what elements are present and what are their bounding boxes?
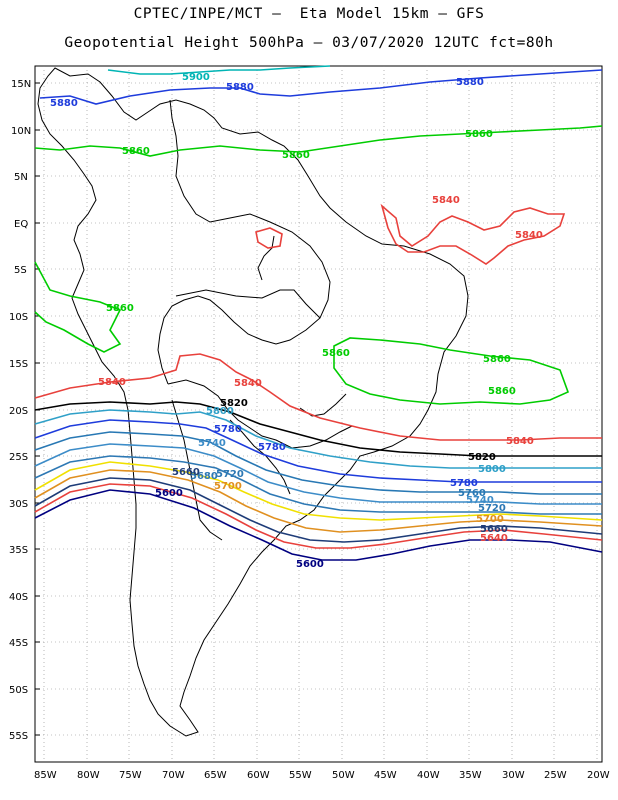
- contour-label: 5800: [478, 464, 506, 475]
- lon-label: 30W: [502, 770, 525, 781]
- contour-label: 5860: [106, 303, 134, 314]
- contour-label: 5840: [234, 378, 262, 389]
- contour-5800: [34, 409, 602, 469]
- contour-5820: [34, 401, 602, 457]
- contour-label: 5900: [182, 72, 210, 83]
- lat-label: 45S: [9, 638, 28, 649]
- contour-label: 5880: [456, 77, 484, 88]
- contour-label: 5860: [322, 348, 350, 359]
- contour-label: 5860: [465, 129, 493, 140]
- contour-5600: [34, 489, 603, 561]
- contour-5840-east: [380, 203, 566, 265]
- contour-label: 5840: [98, 377, 126, 388]
- contour-label: 5660: [480, 524, 508, 535]
- contour-label: 5760: [458, 488, 486, 499]
- lat-label: EQ: [14, 219, 28, 230]
- contour-5680: [34, 469, 603, 533]
- lon-label: 70W: [162, 770, 185, 781]
- lat-label: 5N: [14, 172, 28, 183]
- contour-5740: [34, 443, 602, 505]
- coastline: [37, 67, 469, 737]
- lon-label: 80W: [77, 770, 100, 781]
- lon-label: 25W: [544, 770, 567, 781]
- contour-label: 5840: [515, 230, 543, 241]
- contour-label: 5840: [432, 195, 460, 206]
- lat-label: 50S: [9, 685, 28, 696]
- contour-5900: [107, 65, 331, 75]
- contour-label: 5860: [122, 146, 150, 157]
- contour-label: 5640: [480, 533, 508, 544]
- lon-label: 20W: [587, 770, 610, 781]
- contour-label: 5880: [226, 82, 254, 93]
- lon-label: 45W: [374, 770, 397, 781]
- contour-5700: [34, 461, 603, 521]
- map-title-line2: Geopotential Height 500hPa – 03/07/2020 …: [64, 35, 554, 51]
- contour-label: 5660: [172, 467, 200, 478]
- contour-5720: [34, 455, 602, 515]
- lat-label: 15N: [11, 79, 31, 90]
- contour-label: 5720: [478, 503, 506, 514]
- contour-label: 5860: [483, 354, 511, 365]
- contour-label: 5680: [190, 471, 218, 482]
- contour-5660: [34, 477, 603, 543]
- contour-label: 5780: [214, 424, 242, 435]
- contour-label: 5740: [466, 495, 494, 506]
- contour-5860-west: [34, 261, 122, 353]
- lon-label: 60W: [247, 770, 270, 781]
- lon-label: 55W: [289, 770, 312, 781]
- lat-label: 25S: [9, 452, 28, 463]
- contour-label: 5860: [282, 150, 310, 161]
- contour-label: 5780: [450, 478, 478, 489]
- lat-label: 40S: [9, 592, 28, 603]
- map-frame: [34, 65, 603, 763]
- lat-label: 20S: [9, 406, 28, 417]
- contour-label: 5840: [506, 436, 534, 447]
- longitude-labels: 85W 80W 75W 70W 65W 60W 55W 50W 45W 40W …: [34, 770, 610, 781]
- contour-label: 5780: [258, 442, 286, 453]
- contour-5840: [34, 353, 602, 441]
- contour-label: 5600: [296, 559, 324, 570]
- lat-label: 10S: [9, 312, 28, 323]
- lon-label: 75W: [119, 770, 142, 781]
- lon-label: 50W: [332, 770, 355, 781]
- contour-lines: [34, 65, 603, 561]
- contour-label: 5880: [50, 98, 78, 109]
- contour-label: 5860: [488, 386, 516, 397]
- contour-label: 5720: [216, 469, 244, 480]
- contour-label: 5820: [220, 398, 248, 409]
- lon-label: 40W: [417, 770, 440, 781]
- lat-label: 35S: [9, 545, 28, 556]
- lat-label: 30S: [9, 499, 28, 510]
- lat-label: 15S: [9, 359, 28, 370]
- contour-label: 5740: [198, 438, 226, 449]
- contour-label: 5820: [468, 452, 496, 463]
- latitude-labels: 15N 10N 5N EQ 5S 10S 15S 20S 25S 30S 35S…: [9, 79, 31, 742]
- contour-label: 5700: [214, 481, 242, 492]
- contour-5860-north: [34, 125, 603, 157]
- map-title-line1: CPTEC/INPE/MCT – Eta Model 15km – GFS: [133, 6, 485, 22]
- lon-label: 85W: [34, 770, 57, 781]
- lon-label: 65W: [204, 770, 227, 781]
- lat-label: 10N: [11, 126, 31, 137]
- contour-5880: [39, 69, 603, 105]
- graticule: [35, 66, 602, 762]
- lat-label: 55S: [9, 731, 28, 742]
- lon-label: 35W: [459, 770, 482, 781]
- contour-5640: [34, 483, 603, 549]
- contour-label: 5700: [476, 514, 504, 525]
- contour-label: 5600: [155, 488, 183, 499]
- contour-5860-east: [333, 337, 570, 405]
- contour-5760: [34, 431, 602, 495]
- contour-labels: 5900 5880 5880 5880 5860 5860 5860 5860 …: [50, 72, 543, 570]
- contour-label: 5800: [206, 406, 234, 417]
- contour-5840-small: [255, 227, 283, 249]
- lat-label: 5S: [14, 265, 27, 276]
- contour-5780: [34, 419, 602, 483]
